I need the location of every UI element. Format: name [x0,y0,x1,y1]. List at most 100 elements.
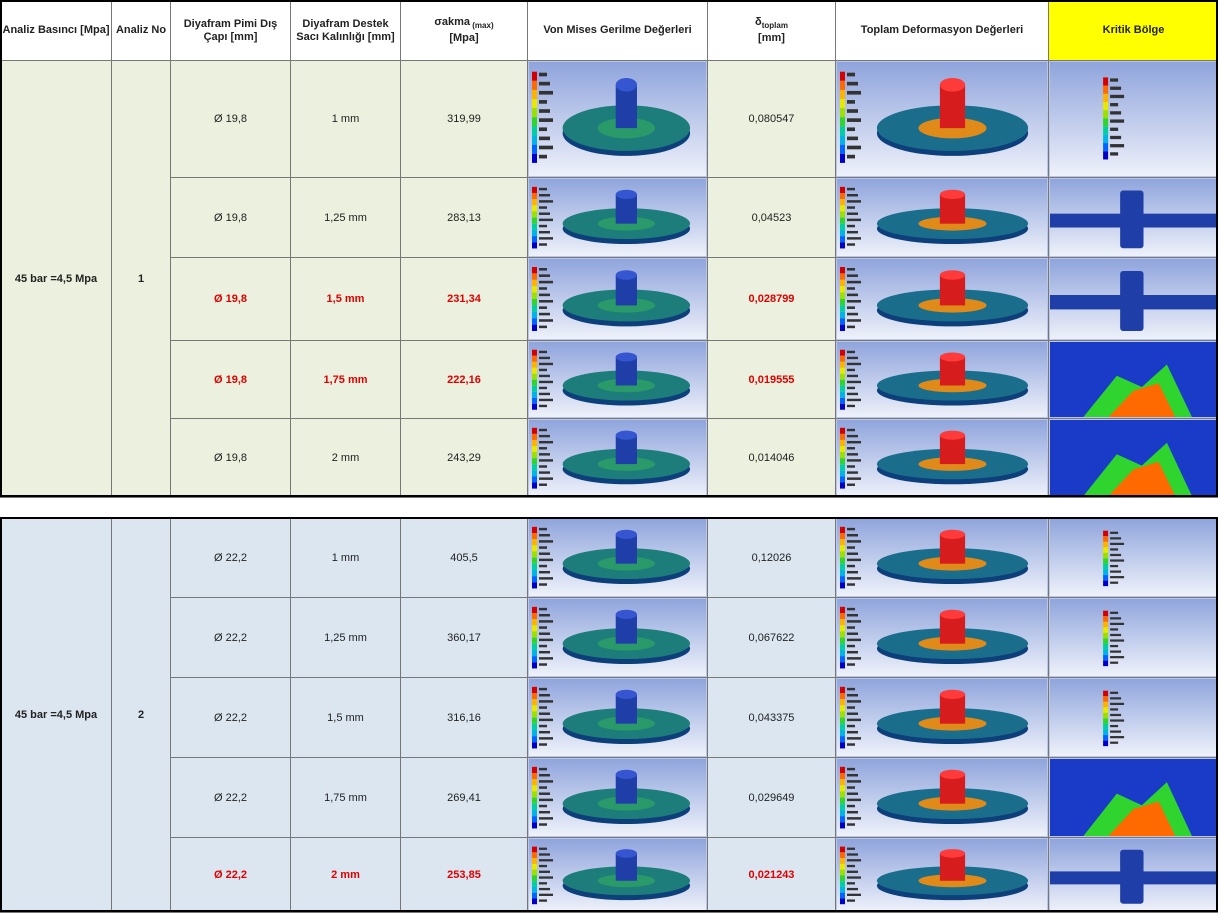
cell [836,598,1049,678]
legend-text [539,274,550,277]
cell: Ø 22,2 [171,518,291,598]
legend-swatch [840,117,845,126]
legend-swatch [532,864,537,870]
legend-swatch [532,858,537,864]
simulation-image [837,759,1047,836]
legend-swatch [532,576,537,582]
legend-text [847,725,855,727]
legend-swatch [840,187,845,193]
legend-text [847,528,855,530]
legend-text [847,465,855,467]
pin-top [616,530,637,539]
legend-text [1110,565,1118,567]
legend-swatch [1103,581,1108,587]
legend-swatch [532,81,537,90]
legend-swatch [532,558,537,564]
legend-text [847,651,858,653]
cell: 1,25 mm [291,178,401,258]
cell: 405,5 [401,518,528,598]
legend-text [539,583,547,585]
legend-text [1110,548,1118,550]
legend-text [847,357,858,359]
legend-swatch [532,434,537,440]
pin-top [616,353,637,362]
cell: 0,04523 [708,178,836,258]
legend-swatch [532,619,537,625]
legend-text [539,528,547,530]
pin-top [616,190,637,199]
legend-swatch [1103,127,1108,135]
legend-swatch [532,117,537,126]
legend-text [539,774,550,776]
legend-text [539,786,547,788]
legend-swatch [1103,536,1108,542]
legend-swatch [1103,558,1108,564]
cell [528,598,708,678]
cell [528,518,708,598]
legend-text [847,823,855,825]
legend-text [847,441,861,443]
header-text: σakma [434,16,470,28]
legend-text [539,768,547,770]
legend-text [539,313,550,316]
cell: 0,014046 [708,419,836,498]
legend-text [539,577,553,579]
legend-text [1110,537,1121,539]
legend-swatch [532,570,537,576]
legend-text [539,719,553,721]
legend-swatch [532,852,537,858]
legend-text [847,300,861,303]
legend-text [847,546,855,548]
legend-text [539,737,553,739]
legend-text [847,888,858,890]
legend-text [847,688,855,690]
legend-text [847,899,855,901]
legend-text [847,375,858,377]
legend-text [539,657,553,659]
legend-text [539,405,547,407]
cell: Ø 19,8 [171,61,291,178]
legend-swatch [532,218,537,224]
legend-text [847,399,861,401]
legend-swatch [840,236,845,242]
legend-swatch [532,718,537,724]
legend-swatch [840,230,845,236]
legend-swatch [840,527,845,533]
cell [1049,341,1218,419]
legend-text [539,447,547,449]
cell: Ø 22,2 [171,838,291,913]
legend-text [1110,742,1118,744]
legend-text [1110,532,1118,534]
legend-text [847,319,861,322]
legend-text [539,300,553,303]
legend-swatch [532,362,537,368]
legend-text [539,471,550,473]
pin-top [940,770,965,779]
cell: Ø 22,2 [171,678,291,758]
legend-swatch [1103,542,1108,548]
legend-swatch [532,564,537,570]
cell: 1 mm [291,518,401,598]
header-cell: Analiz Basıncı [Mpa] [1,1,112,61]
legend-swatch [840,398,845,404]
legend-text [847,146,861,150]
legend-swatch [840,898,845,904]
legend-text [1110,95,1124,98]
legend-swatch [532,293,537,299]
legend-swatch [840,325,845,331]
cell [836,258,1049,341]
legend-text [847,780,861,782]
legend-swatch [840,386,845,392]
legend-swatch [532,887,537,893]
legend-swatch [840,193,845,199]
legend-swatch [1103,616,1108,622]
legend-swatch [532,193,537,199]
legend-swatch [1103,633,1108,639]
legend-swatch [1103,691,1108,697]
legend-text [847,571,858,573]
legend-swatch [840,72,845,81]
legend-text [539,811,550,813]
